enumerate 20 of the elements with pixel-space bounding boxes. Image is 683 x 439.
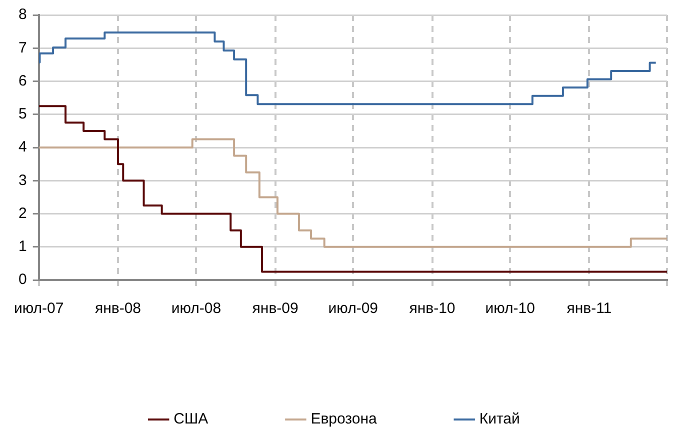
legend-label: Еврозона — [310, 410, 378, 428]
x-tick-label: янв-09 — [252, 300, 298, 318]
y-tick-label: 3 — [18, 172, 27, 189]
x-tick-label: янв-10 — [409, 300, 456, 318]
y-tick-label: 1 — [18, 238, 27, 256]
x-tick-label: июл-08 — [171, 300, 222, 318]
x-tick-label: июл-10 — [485, 300, 535, 318]
x-tick-label: янв-08 — [94, 300, 142, 318]
y-tick-label: 8 — [18, 6, 27, 24]
x-tick-label: июл-07 — [14, 300, 64, 318]
y-tick-label: 2 — [18, 204, 27, 222]
y-tick-label: 4 — [18, 138, 27, 156]
y-tick-label: 0 — [18, 271, 27, 288]
y-tick-label: 6 — [18, 72, 27, 90]
legend-label: США — [174, 410, 208, 428]
x-tick-label: янв-11 — [566, 300, 612, 318]
y-tick-label: 5 — [18, 106, 27, 123]
legend-label: Китай — [479, 410, 520, 428]
y-tick-label: 7 — [18, 39, 27, 56]
x-tick-label: июл-09 — [328, 300, 378, 318]
